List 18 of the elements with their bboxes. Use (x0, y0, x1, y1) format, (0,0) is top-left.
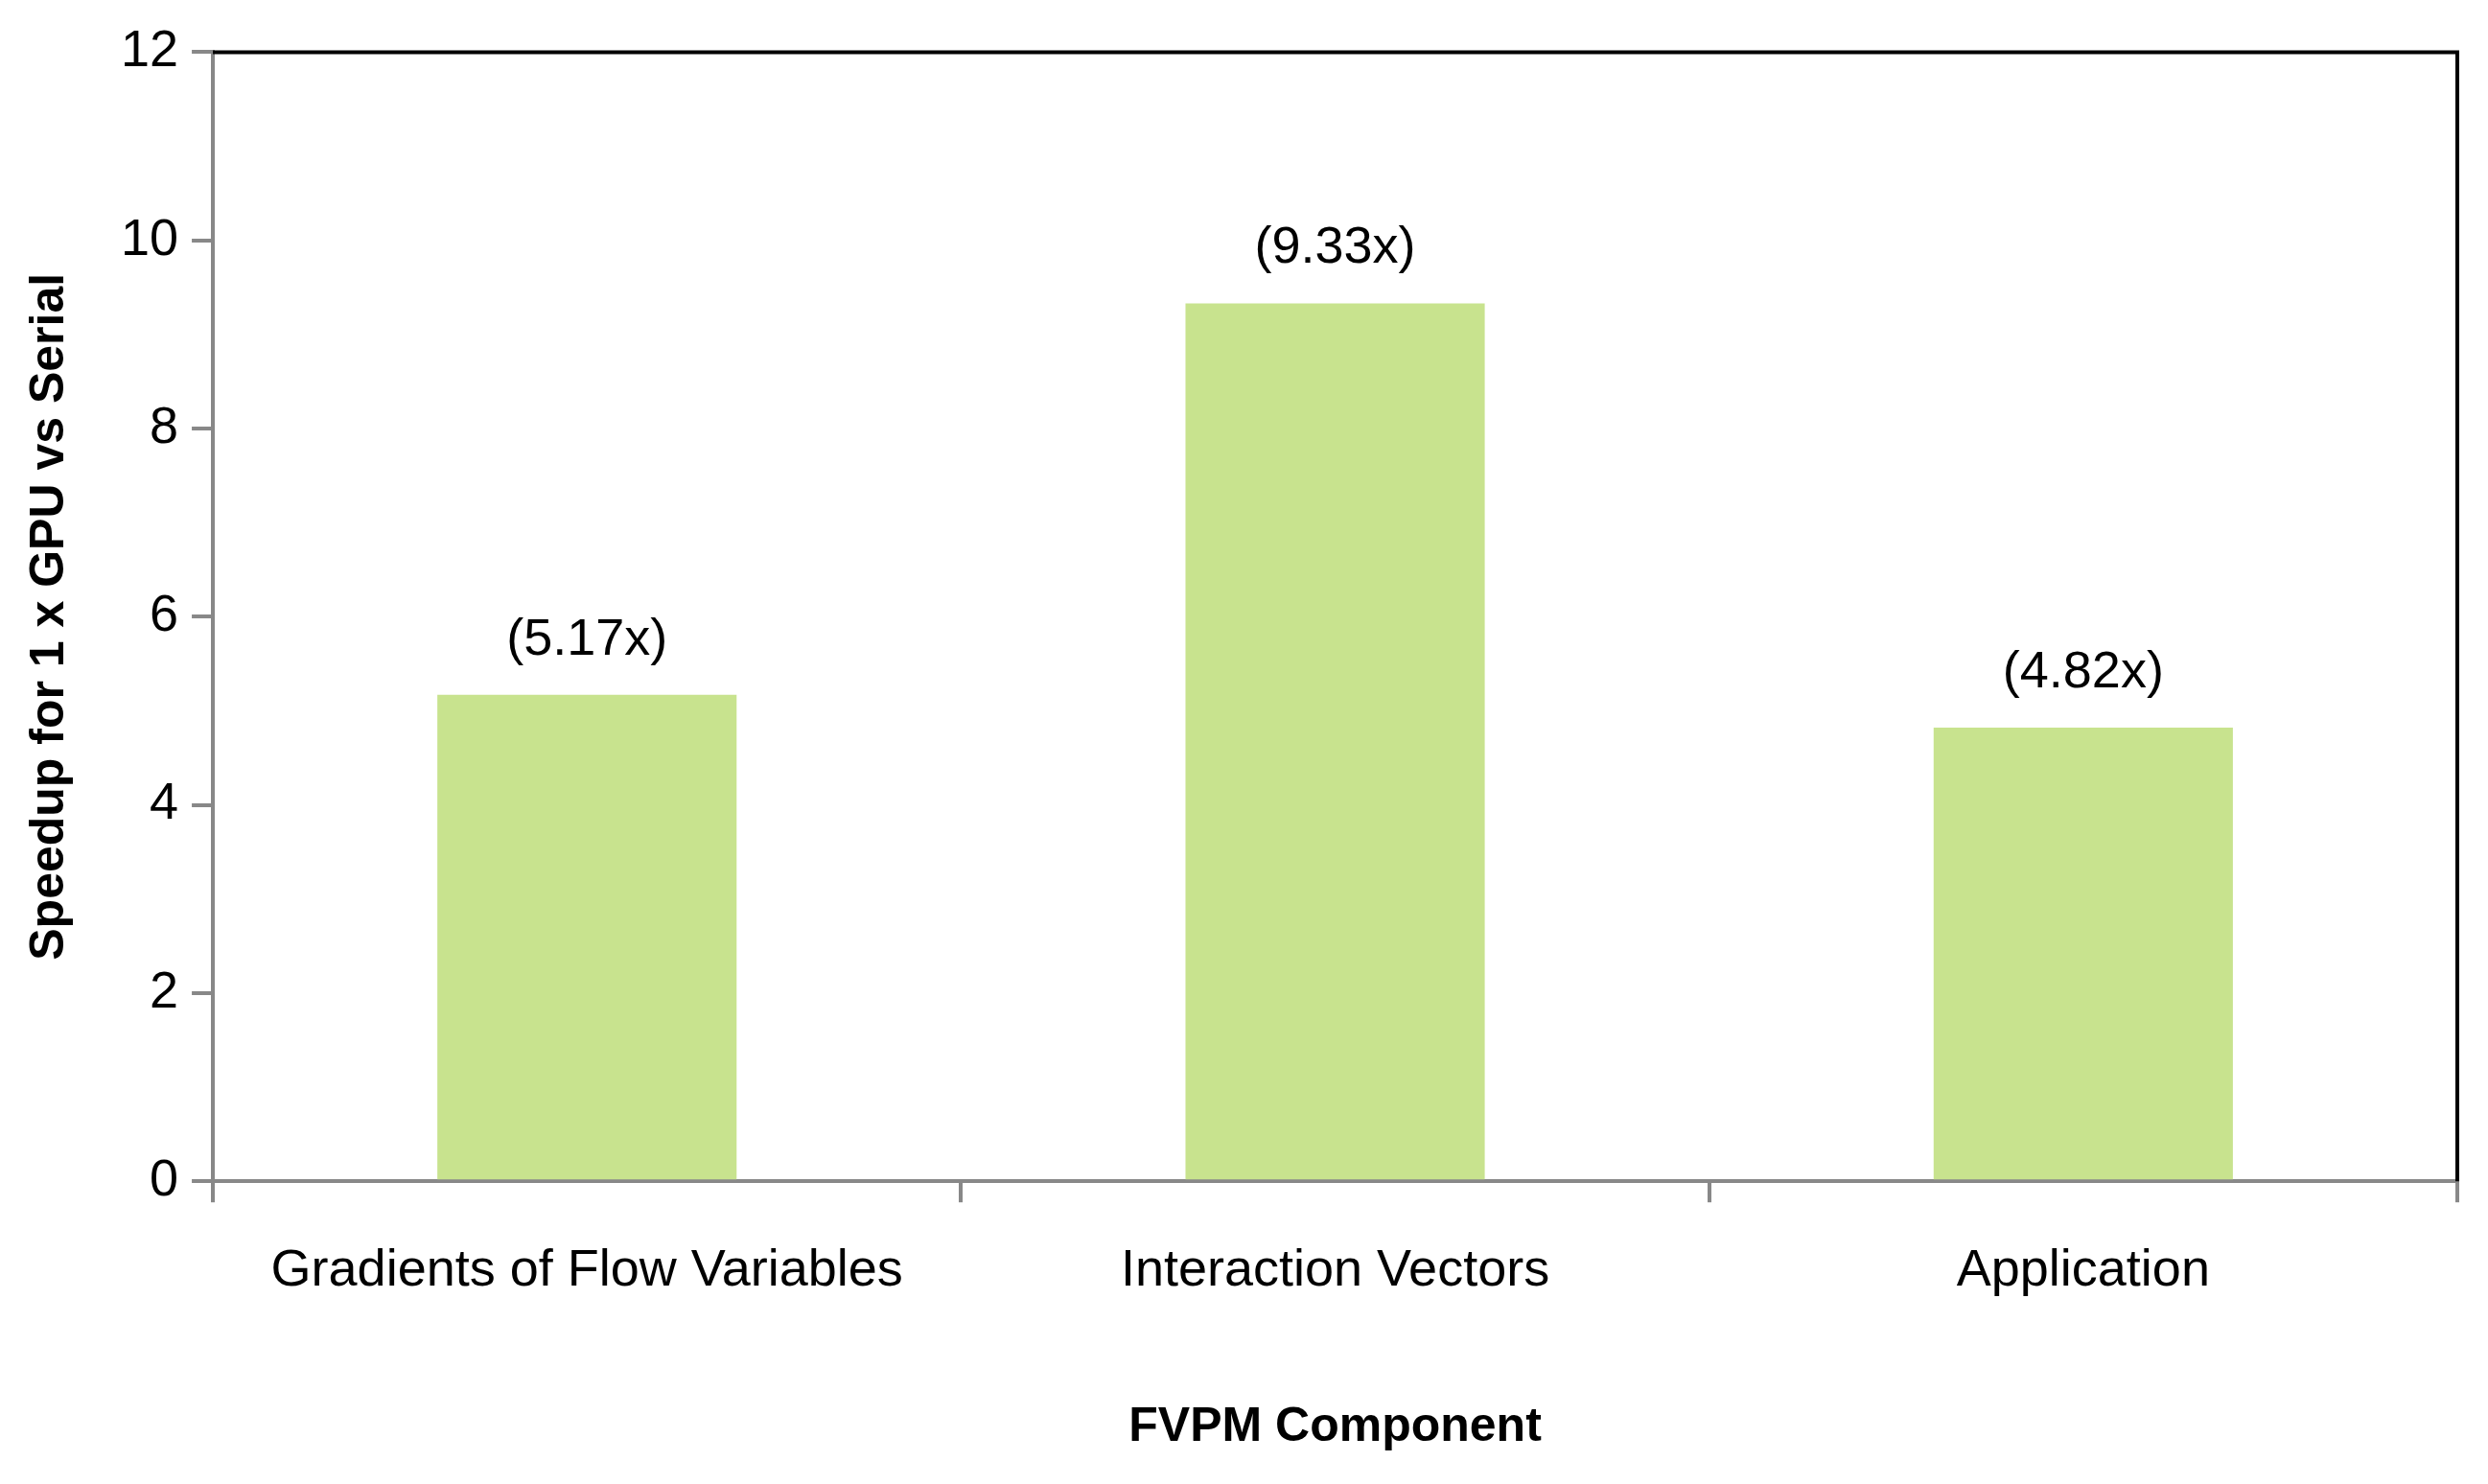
y-tick-label: 2 (150, 960, 179, 1018)
bar (1185, 303, 1485, 1180)
y-tick-label: 8 (150, 395, 179, 453)
data-label: (5.17x) (506, 607, 668, 665)
bar (437, 694, 737, 1180)
y-tick-label: 10 (120, 207, 179, 266)
data-label: (4.82x) (2002, 640, 2164, 699)
x-axis-title: FVPM Component (1128, 1397, 1543, 1451)
y-tick-label: 6 (150, 584, 179, 642)
y-tick-label: 12 (120, 19, 179, 78)
bar (1933, 728, 2233, 1180)
x-tick-label: Gradients of Flow Variables (270, 1239, 903, 1297)
data-label: (9.33x) (1254, 216, 1416, 274)
y-tick-label: 0 (150, 1148, 179, 1207)
x-tick-label: Interaction Vectors (1120, 1239, 1550, 1297)
y-tick-label: 4 (150, 772, 179, 830)
x-tick-label: Application (1956, 1239, 2210, 1297)
y-axis-title: Speedup for 1 x GPU vs Serial (19, 272, 74, 961)
